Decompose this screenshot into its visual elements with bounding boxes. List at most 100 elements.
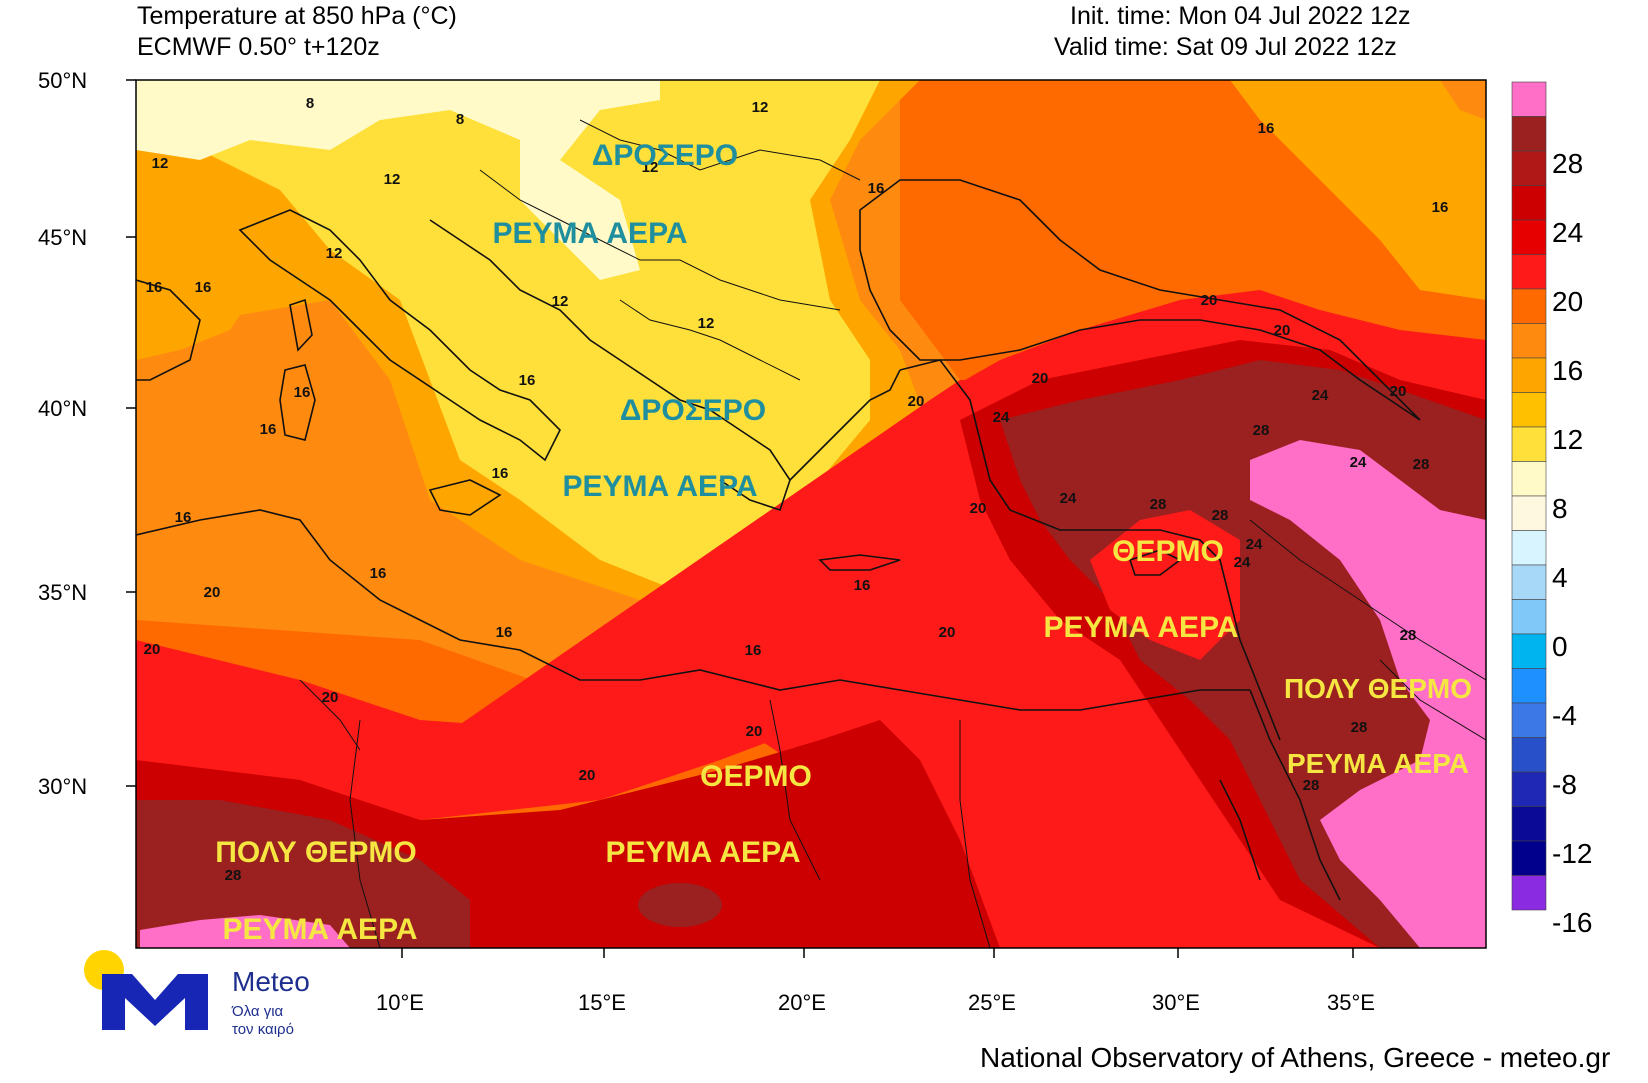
- contour-label: 24: [993, 409, 1010, 426]
- colorbar-swatch: [1511, 599, 1547, 635]
- model-info: ECMWF 0.50° t+120z: [137, 33, 380, 61]
- contour-label: 28: [1212, 507, 1229, 524]
- region-annotation: ΡΕΥΜΑ ΑΕΡΑ: [492, 217, 687, 250]
- temperature-field: [136, 80, 1486, 948]
- contour-label: 20: [322, 689, 339, 706]
- contour-label: 20: [908, 393, 925, 410]
- colorbar-label-16: 16: [1552, 355, 1584, 386]
- contour-label: 16: [195, 279, 212, 296]
- colorbar-swatch: [1511, 323, 1547, 359]
- colorbar-swatch: [1511, 426, 1547, 462]
- colorbar-swatch: [1511, 357, 1547, 393]
- colorbar-label-minus4: -4: [1552, 700, 1577, 731]
- contour-label: 28: [1150, 496, 1167, 513]
- contour-label: 16: [854, 577, 871, 594]
- logo-tagline-line2: τον καιρό: [232, 1021, 294, 1038]
- contour-label: 16: [370, 565, 387, 582]
- contour-label: 16: [492, 465, 509, 482]
- contour-label: 24: [1234, 554, 1251, 571]
- contour-label: 24: [1060, 490, 1077, 507]
- colorbar-swatch: [1511, 116, 1547, 152]
- region-annotation: ΡΕΥΜΑ ΑΕΡΑ: [605, 836, 800, 869]
- colorbar-swatch: [1511, 392, 1547, 428]
- region-annotation: ΡΕΥΜΑ ΑΕΡΑ: [1287, 748, 1469, 779]
- colorbar-label-8: 8: [1552, 493, 1568, 524]
- colorbar-label-24: 24: [1552, 217, 1584, 248]
- contour-label: 28: [1253, 422, 1270, 439]
- contour-label: 24: [1350, 454, 1367, 471]
- colorbar-label-20: 20: [1552, 286, 1584, 317]
- colorbar-swatch: [1511, 875, 1547, 911]
- colorbar-label-minus8: -8: [1552, 769, 1577, 800]
- colorbar-swatch: [1511, 530, 1547, 566]
- colorbar-swatch: [1511, 461, 1547, 497]
- colorbar-swatch: [1511, 771, 1547, 807]
- colorbar-swatch: [1511, 668, 1547, 704]
- colorbar-swatch: [1511, 564, 1547, 600]
- colorbar-swatch: [1511, 81, 1547, 117]
- colorbar-swatch: [1511, 219, 1547, 255]
- contour-label: 12: [384, 171, 401, 188]
- contour-label: 28: [0, 0, 8, 4]
- contour-label: 12: [642, 159, 659, 176]
- lat-label-40n: 40°N: [38, 396, 88, 421]
- coastlines: [136, 179, 1421, 901]
- logo-tagline: Όλα για τον καιρό: [232, 1003, 294, 1039]
- contour-labels: 8 8 12 12 12 12 12 12 12 16 16 16 16 16 16 16 16 16 16 16 16…: [0, 0, 1448, 884]
- contour-label: 16: [1432, 199, 1449, 216]
- lon-label-15e: 15°E: [578, 990, 626, 1015]
- region-annotations: ΔΡΟΣΕΡΟ ΡΕΥΜΑ ΑΕΡΑ ΔΡΟΣΕΡΟ ΡΕΥΜΑ ΑΕΡΑ ΘΕΡΜΟ Ρ…: [215, 139, 1472, 946]
- region-annotation: ΘΕΡΜΟ: [700, 760, 812, 793]
- valid-time: Valid time: Sat 09 Jul 2022 12z: [1054, 33, 1397, 61]
- contour-label: 8: [306, 95, 314, 112]
- contour-label: 20: [1274, 322, 1291, 339]
- contour-label: 20: [579, 767, 596, 784]
- region-annotation: ΔΡΟΣΕΡΟ: [592, 139, 738, 172]
- contour-label: 16: [146, 279, 163, 296]
- colorbar-swatch: [1511, 806, 1547, 842]
- colorbar-swatch: [1511, 495, 1547, 531]
- contour-label: 16: [260, 421, 277, 438]
- map-title: Temperature at 850 hPa (°C): [137, 2, 457, 30]
- contour-label: 20: [746, 723, 763, 740]
- region-annotation: ΠΟΛΥ ΘΕΡΜΟ: [215, 836, 417, 869]
- logo-name: Meteo: [232, 966, 310, 997]
- contour-label: 12: [552, 293, 569, 310]
- contour-label: 16: [294, 384, 311, 401]
- lat-label-45n: 45°N: [38, 225, 88, 250]
- colorbar: [1511, 81, 1547, 911]
- contour-label: 16: [1258, 120, 1275, 137]
- contour-label: 12: [152, 155, 169, 172]
- contour-label: 16: [745, 642, 762, 659]
- contour-label: 20: [1390, 383, 1407, 400]
- region-annotation: ΘΕΡΜΟ: [1112, 535, 1224, 568]
- region-annotation: ΔΡΟΣΕΡΟ: [620, 394, 766, 427]
- colorbar-swatch: [1511, 633, 1547, 669]
- lon-label-25e: 25°E: [968, 990, 1016, 1015]
- contour-label: 20: [1201, 292, 1218, 309]
- colorbar-label-4: 4: [1552, 562, 1568, 593]
- colorbar-swatch: [1511, 288, 1547, 324]
- colorbar-swatch: [1511, 702, 1547, 738]
- contour-label: 28: [225, 867, 242, 884]
- colorbar-label-minus16: -16: [1552, 907, 1593, 938]
- lon-label-10e: 10°E: [376, 990, 424, 1015]
- contour-label: 20: [939, 624, 956, 641]
- contour-label: 24: [1246, 536, 1263, 553]
- lon-label-20e: 20°E: [778, 990, 826, 1015]
- colorbar-swatch: [1511, 254, 1547, 290]
- lat-label-35n: 35°N: [38, 580, 88, 605]
- init-time: Init. time: Mon 04 Jul 2022 12z: [1070, 2, 1411, 30]
- contour-label: 28: [1351, 719, 1368, 736]
- lon-label-30e: 30°E: [1152, 990, 1200, 1015]
- contour-label: 24: [1312, 387, 1329, 404]
- contour-label: 28: [1303, 777, 1320, 794]
- lat-label-30n: 30°N: [38, 774, 88, 799]
- contour-label: 16: [175, 509, 192, 526]
- contour-label: 16: [496, 624, 513, 641]
- colorbar-swatch: [1511, 840, 1547, 876]
- colorbar-swatch: [1511, 150, 1547, 186]
- colorbar-swatch: [1511, 737, 1547, 773]
- contour-label: 12: [326, 245, 343, 262]
